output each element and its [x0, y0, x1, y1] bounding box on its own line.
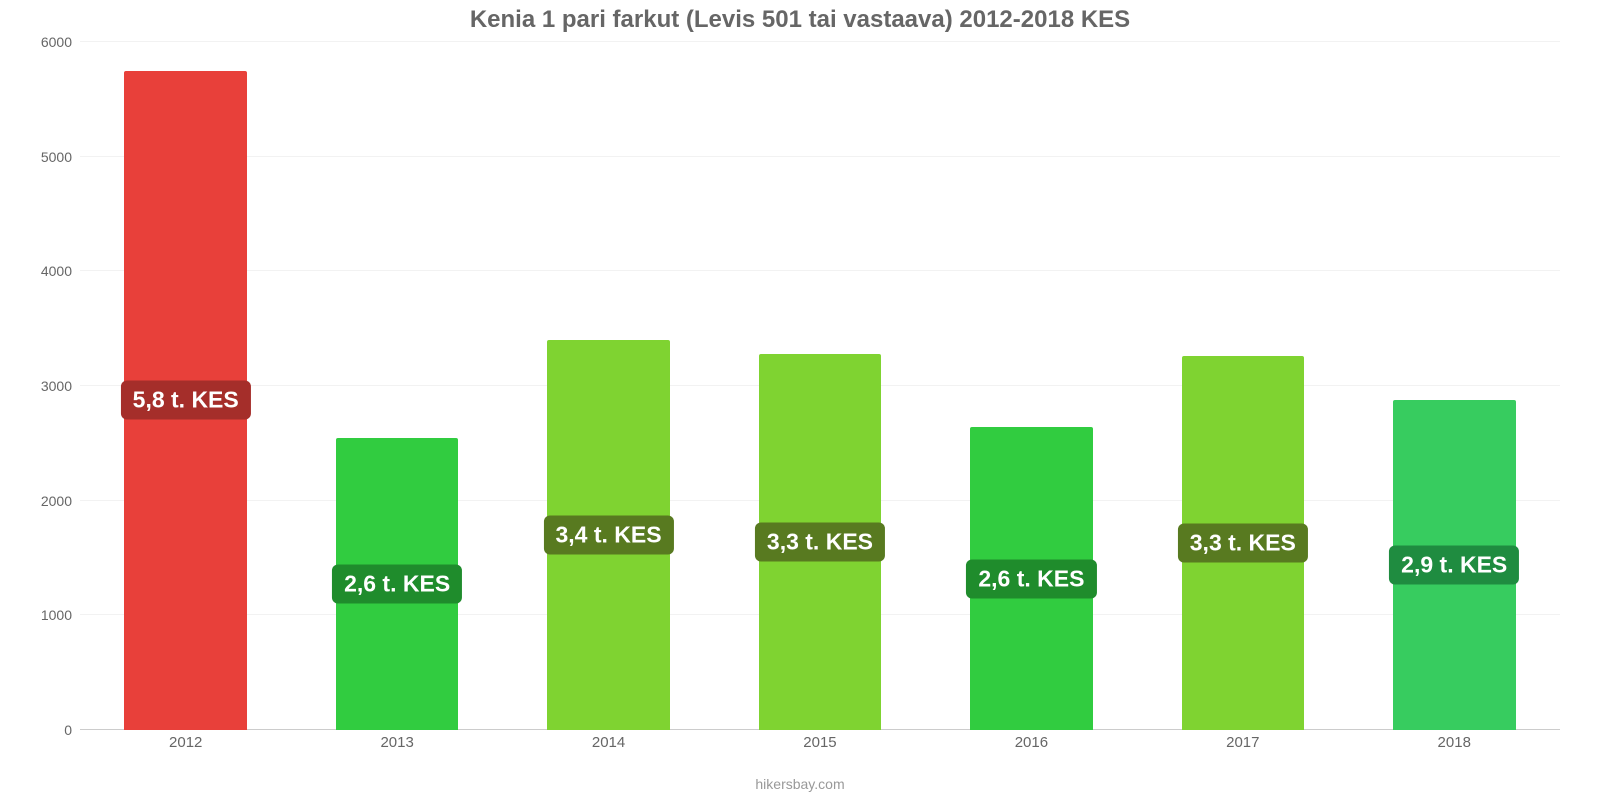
bar-slot: 5,8 t. KES — [80, 42, 291, 730]
bar-value-label: 2,9 t. KES — [1389, 545, 1519, 584]
chart-footer: hikersbay.com — [0, 776, 1600, 792]
bar-value-label: 3,3 t. KES — [1178, 524, 1308, 563]
y-tick-label: 3000 — [41, 378, 72, 394]
bar: 3,3 t. KES — [759, 354, 882, 730]
bar-value-label: 2,6 t. KES — [966, 559, 1096, 598]
bar: 5,8 t. KES — [124, 71, 247, 730]
x-tick-label: 2016 — [926, 734, 1137, 751]
x-tick-label: 2013 — [291, 734, 502, 751]
x-tick-label: 2015 — [714, 734, 925, 751]
y-tick-label: 5000 — [41, 149, 72, 165]
y-tick-label: 2000 — [41, 493, 72, 509]
bar-value-label: 3,4 t. KES — [543, 516, 673, 555]
x-tick-label: 2018 — [1349, 734, 1560, 751]
bar: 2,6 t. KES — [970, 427, 1093, 730]
bar: 2,9 t. KES — [1393, 400, 1516, 730]
bar-value-label: 2,6 t. KES — [332, 564, 462, 603]
x-tick-label: 2014 — [503, 734, 714, 751]
bar-value-label: 5,8 t. KES — [121, 381, 251, 420]
x-tick-label: 2017 — [1137, 734, 1348, 751]
x-tick-label: 2012 — [80, 734, 291, 751]
bar: 3,4 t. KES — [547, 340, 670, 730]
bar-slot: 2,6 t. KES — [291, 42, 502, 730]
y-tick-label: 1000 — [41, 607, 72, 623]
chart-plot-area: 0100020003000400050006000 5,8 t. KES2,6 … — [80, 42, 1560, 730]
x-axis-labels: 2012201320142015201620172018 — [80, 734, 1560, 751]
bars-container: 5,8 t. KES 2,6 t. KES 3,4 t. KES 3,3 t. KES… — [80, 42, 1560, 730]
bar-slot: 2,9 t. KES — [1349, 42, 1560, 730]
y-tick-label: 4000 — [41, 263, 72, 279]
y-tick-label: 6000 — [41, 34, 72, 50]
bar-slot: 3,3 t. KES — [1137, 42, 1348, 730]
y-tick-label: 0 — [64, 722, 72, 738]
bar-slot: 3,4 t. KES — [503, 42, 714, 730]
bar: 2,6 t. KES — [336, 438, 459, 730]
bar: 3,3 t. KES — [1182, 356, 1305, 730]
bar-value-label: 3,3 t. KES — [755, 522, 885, 561]
chart-title: Kenia 1 pari farkut (Levis 501 tai vasta… — [0, 0, 1600, 34]
bar-slot: 2,6 t. KES — [926, 42, 1137, 730]
bar-slot: 3,3 t. KES — [714, 42, 925, 730]
